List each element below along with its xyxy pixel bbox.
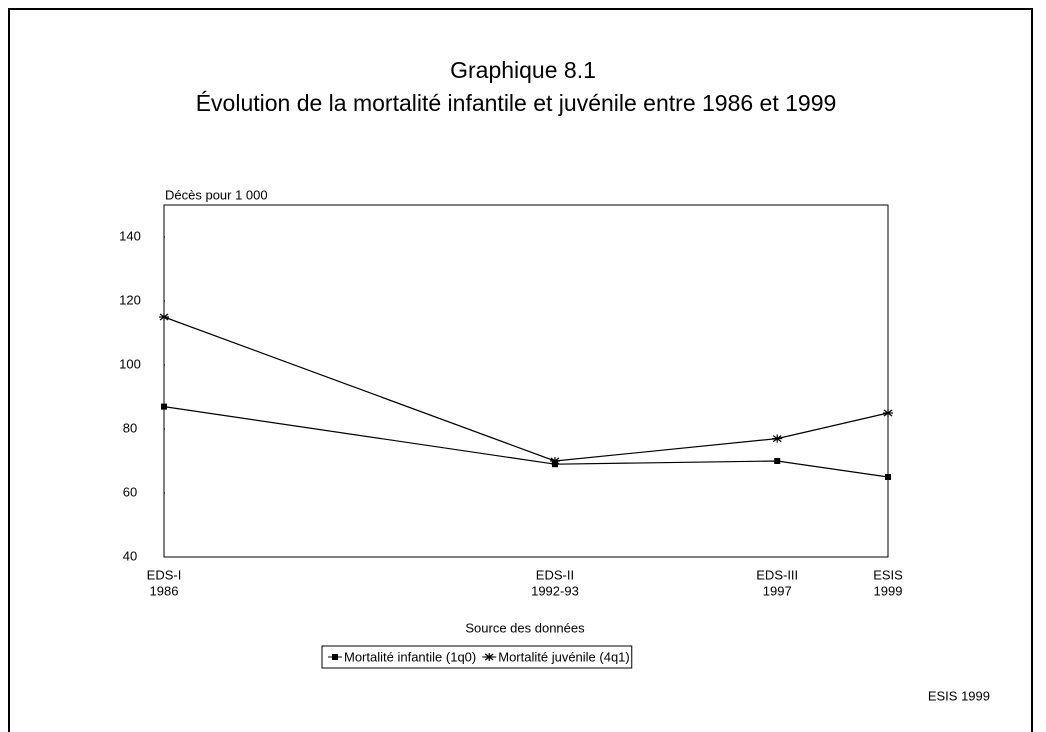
x-tick-label: EDS-I [147,567,182,582]
point-marker [883,409,893,417]
page-frame [8,8,1033,732]
point-marker [332,654,338,660]
point-marker [774,458,781,464]
source-note: ESIS 1999 [928,688,990,703]
point-marker [549,457,560,465]
x-tick-label: 1986 [150,583,179,598]
plot-frame [163,204,889,558]
y-tick-label: 120 [119,292,141,307]
marker-stroke [159,313,169,321]
x-tick-label: 1999 [874,583,903,598]
x-tick-label: ESIS [873,567,903,582]
point-marker [885,474,891,480]
y-tick-label: 140 [119,228,141,243]
x-axis-label: Source des données [465,620,585,635]
y-axis-label: Décès pour 1 000 [165,187,268,202]
x-tick-label: EDS-III [756,567,798,582]
y-tick-label: 40 [123,548,137,563]
legend-label: Mortalité infantile (1q0) [344,649,476,664]
marker-stroke [772,435,782,443]
y-tick-label: 80 [123,420,137,435]
y-tick-label: 60 [123,484,137,499]
chart-title: Graphique 8.1 [450,57,596,83]
series-line [163,316,889,462]
point-marker [159,313,169,321]
marker-stroke [883,409,893,417]
x-tick-label: 1997 [763,583,792,598]
y-tick-label: 100 [119,356,141,371]
marker-stroke [550,457,560,465]
chart-subtitle: Évolution de la mortalité infantile et j… [196,90,837,116]
point-marker [484,653,495,661]
marker-stroke [484,653,494,661]
legend-label: Mortalité juvénile (4q1) [498,649,630,664]
x-tick-label: EDS-II [536,567,574,582]
point-marker [772,434,783,443]
x-tick-label: 1992-93 [531,583,579,598]
series-line [163,406,889,478]
legend-box [321,645,633,669]
point-marker [161,403,167,410]
